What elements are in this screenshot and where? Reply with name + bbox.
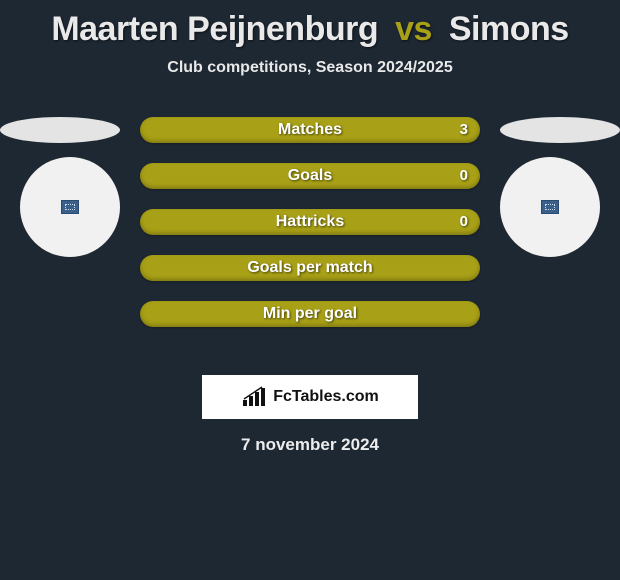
stat-row-goals: Goals 0 (140, 163, 480, 189)
brand-text: FcTables.com (273, 388, 379, 406)
stat-row-min-per-goal: Min per goal (140, 301, 480, 327)
stat-row-matches: Matches 3 (140, 117, 480, 143)
player2-ellipse (500, 117, 620, 143)
stat-label: Matches (278, 121, 342, 139)
date-label: 7 november 2024 (0, 435, 620, 455)
player1-badge (20, 157, 120, 257)
brand-logo-icon (241, 386, 269, 408)
player1-ellipse (0, 117, 120, 143)
stat-value-right: 0 (460, 209, 468, 235)
comparison-title: Maarten Peijnenburg vs Simons (0, 0, 620, 55)
player2-badge (500, 157, 600, 257)
brand-badge: FcTables.com (202, 375, 418, 419)
player1-name: Maarten Peijnenburg (51, 10, 378, 48)
placeholder-icon (541, 200, 559, 214)
stat-value-right: 0 (460, 163, 468, 189)
stat-bars: Matches 3 Goals 0 Hattricks 0 Goals per … (140, 117, 480, 347)
stat-label: Hattricks (276, 213, 344, 231)
stat-row-goals-per-match: Goals per match (140, 255, 480, 281)
placeholder-icon (61, 200, 79, 214)
stat-label: Goals per match (247, 259, 372, 277)
stats-stage: Matches 3 Goals 0 Hattricks 0 Goals per … (0, 113, 620, 363)
stat-label: Min per goal (263, 305, 357, 323)
vs-label: vs (387, 10, 440, 48)
player2-name: Simons (449, 10, 569, 48)
stat-label: Goals (288, 167, 332, 185)
stat-row-hattricks: Hattricks 0 (140, 209, 480, 235)
stat-value-right: 3 (460, 117, 468, 143)
subtitle: Club competitions, Season 2024/2025 (0, 59, 620, 77)
